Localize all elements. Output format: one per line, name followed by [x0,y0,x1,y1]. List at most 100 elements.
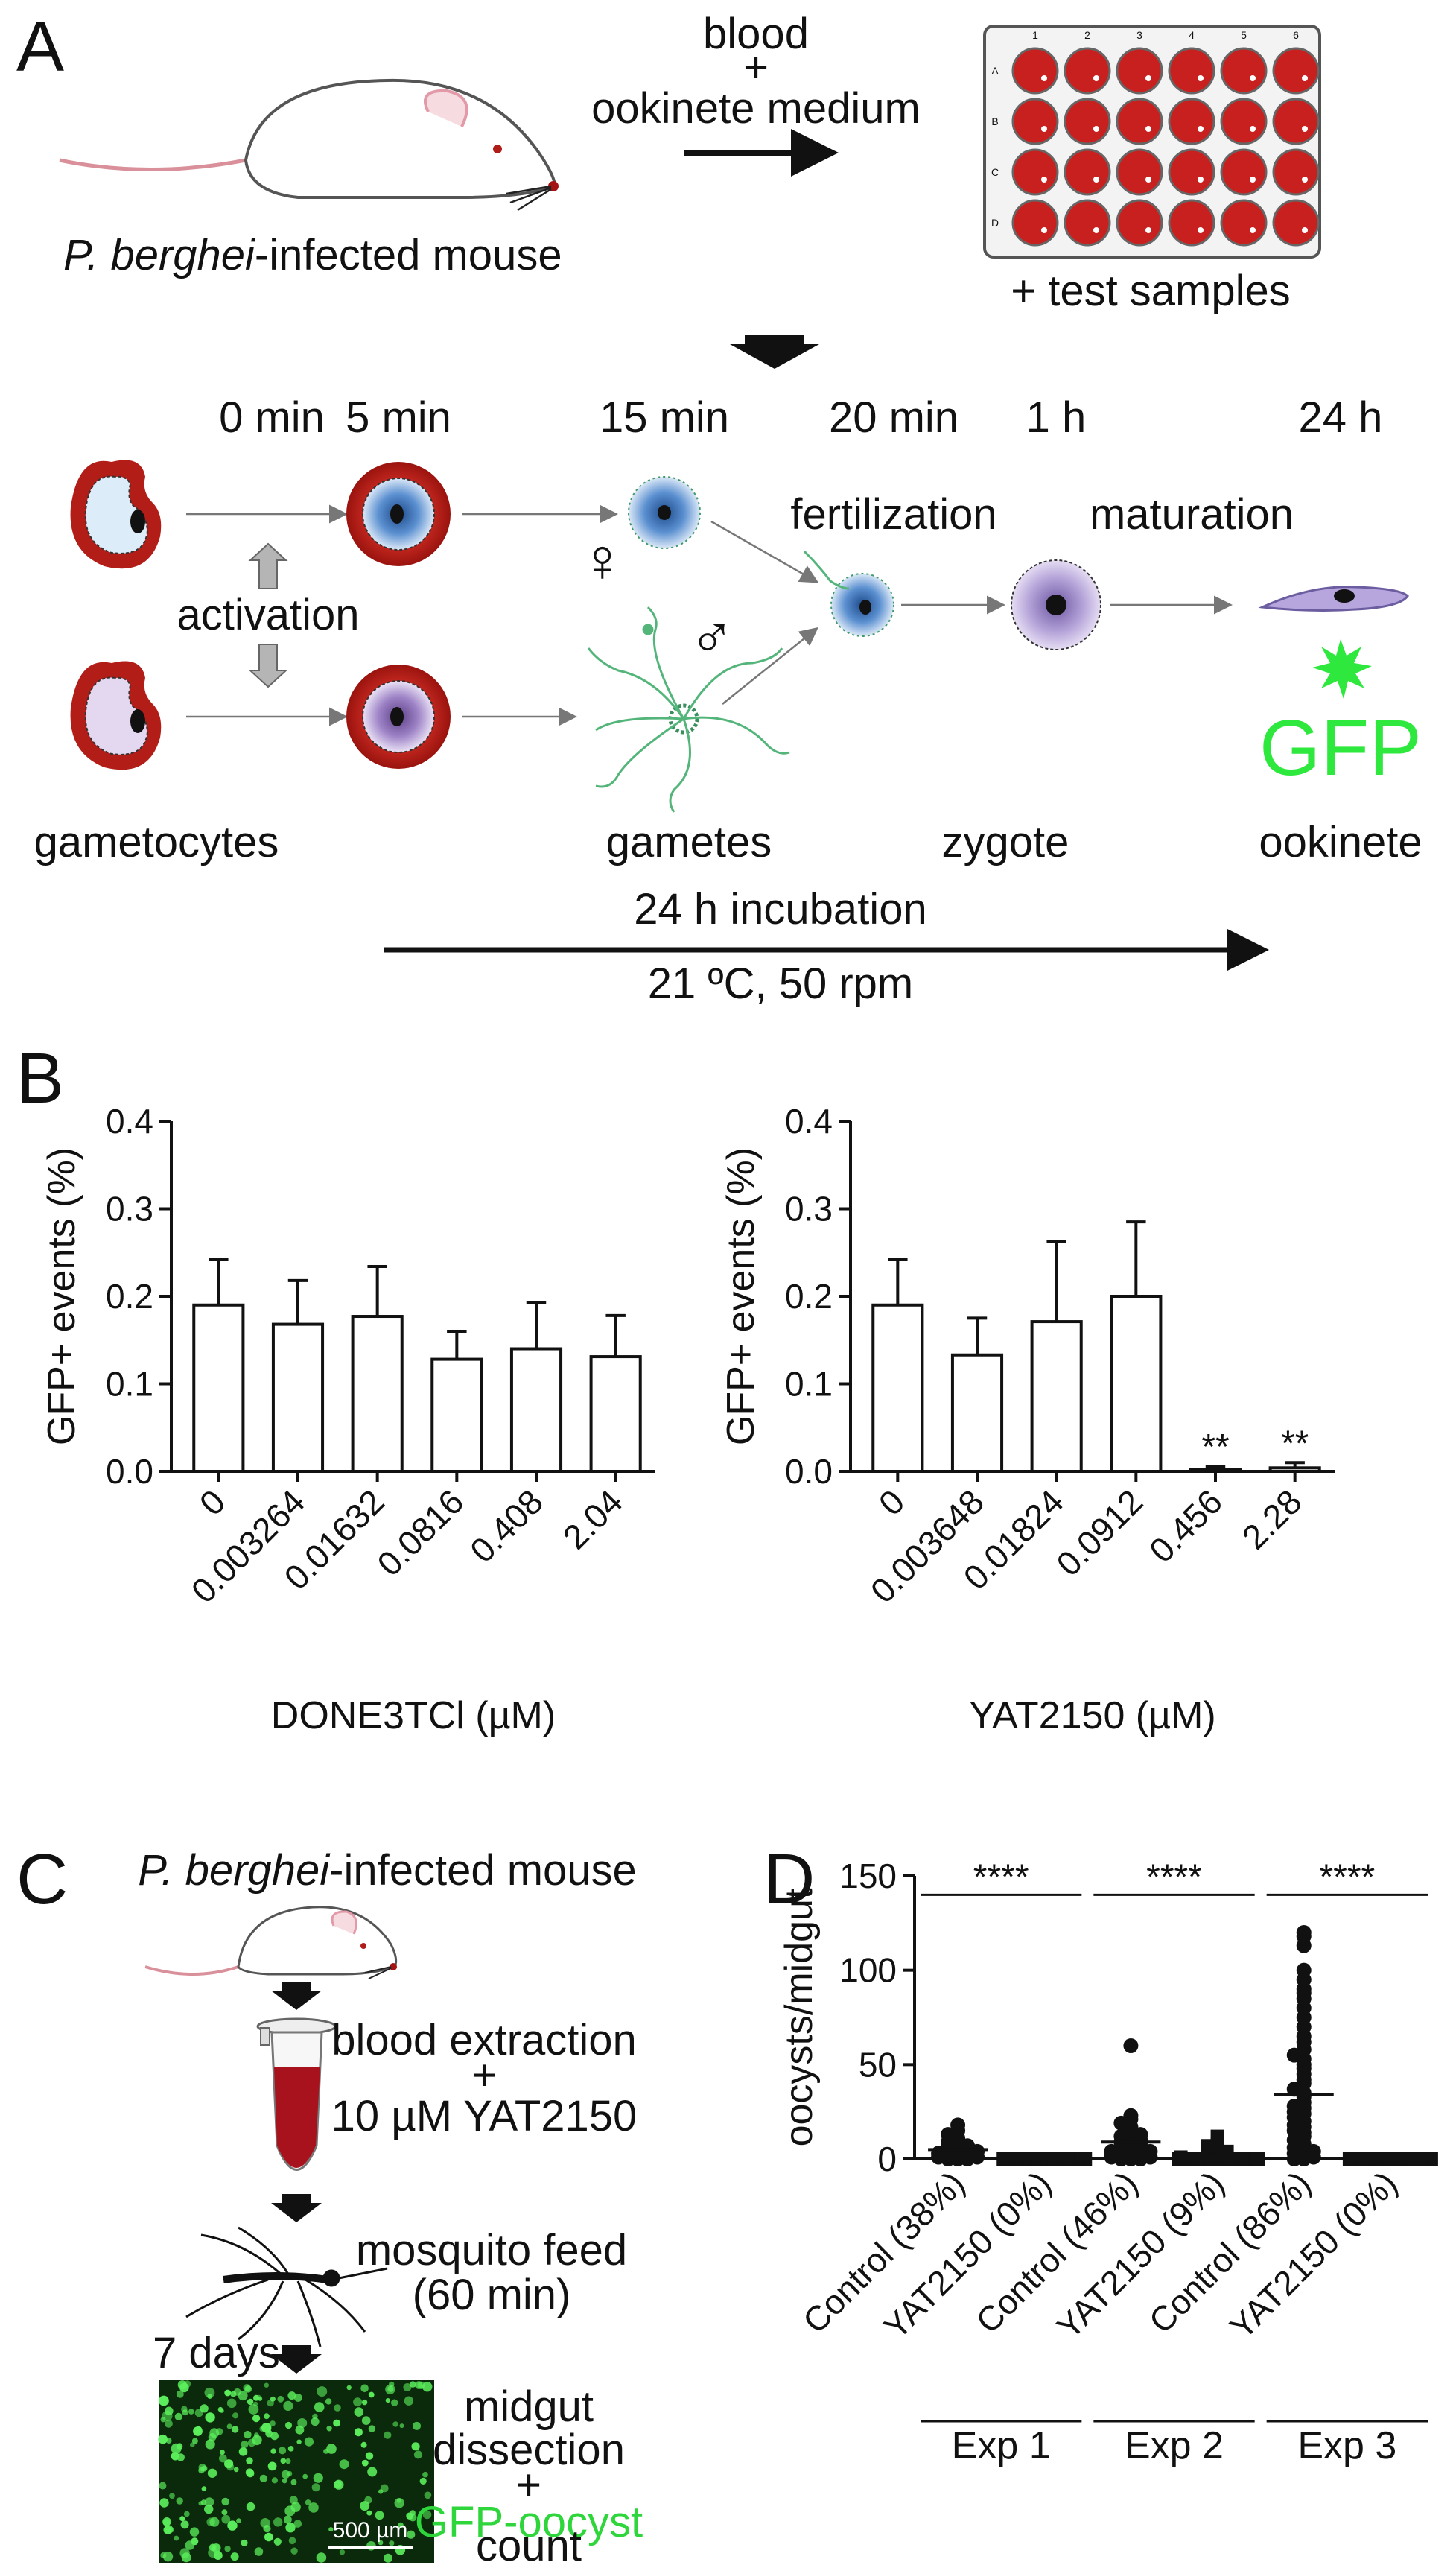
bar [271,1322,325,1473]
oocyst-dot [241,2539,248,2546]
data-point [1123,2108,1139,2123]
oocyst-dot [176,2390,184,2398]
y-tick-label: 50 [859,2045,897,2084]
oocyst-dot [392,2421,398,2427]
oocyst-dot [188,2409,194,2415]
oocyst-dot [205,2412,215,2423]
bar [509,1347,563,1473]
oocyst-dot [244,2430,252,2439]
plate-well [1220,47,1268,95]
y-axis-label: GFP+ events (%) [40,1147,83,1445]
oocyst-dot [316,2552,327,2563]
plate-well [1168,98,1215,145]
oocyst-dot [254,2547,264,2556]
oocyst-dot [407,2530,416,2539]
plate-well [1116,199,1163,247]
oocyst-dot [176,2497,183,2505]
ookinete-label: ookinete [1259,818,1422,866]
oocyst-dot [354,2428,363,2437]
oocyst-dot [361,2399,368,2406]
x-tick-label: 0.408 [462,1482,550,1570]
oocyst-dot [413,2450,422,2459]
time-label: 0 min [219,393,325,442]
oocyst-dot [410,2510,416,2516]
oocyst-dot [293,2520,302,2528]
x-axis-label: YAT2150 (µM) [969,1694,1215,1737]
plate-well-highlight [1041,177,1047,183]
oocyst-dot [158,2434,168,2444]
x-tick-label: 0 [871,1482,912,1523]
oocyst-dot [284,2421,293,2429]
plate-well-highlight [1302,75,1308,81]
gametocyte-female [70,460,162,569]
oocyst-dot [207,2394,213,2400]
plate-well-highlight [1041,75,1047,81]
plate-well [1011,98,1059,145]
y-tick-label: 0.0 [106,1452,153,1491]
oocyst-dot [311,2483,320,2492]
oocyst-dot [241,2440,249,2448]
oocyst-dot [247,2438,256,2447]
bar [430,1357,483,1473]
significance-label: ** [1201,1427,1229,1467]
oocyst-dot [205,2439,215,2450]
plate-well-highlight [1145,75,1151,81]
oocyst-dot [180,2520,189,2529]
oocyst-dot [287,2391,296,2400]
c-down-arrow-2-icon [271,2194,322,2222]
gfp-label: GFP [1259,704,1422,792]
oocyst-dot [394,2498,404,2508]
time-label: 1 h [1026,393,1087,442]
plate-well-highlight [1093,126,1099,132]
significance-label: **** [973,1857,1029,1897]
oocyst-dot [224,2459,234,2469]
data-point [950,2117,966,2133]
x-tick-label: 2.04 [556,1482,630,1556]
plate-well [1011,148,1059,196]
plate-well [1168,148,1215,196]
oocyst-dot [236,2518,241,2523]
oocyst-dot [270,2432,279,2441]
plate-well-highlight [1250,227,1256,233]
oocyst-dot [404,2396,414,2406]
bar [192,1303,245,1473]
activation-label: activation [177,591,359,639]
plate-well [1011,47,1059,95]
oocyst-dot [284,2505,296,2517]
oocyst-dot [253,2401,258,2406]
oocyst-dot [287,2446,294,2452]
bar [1268,1466,1321,1474]
plate-well-highlight [1093,75,1099,81]
data-point [1251,2152,1265,2166]
plate-well-highlight [1145,177,1151,183]
oocyst-dot [189,2527,200,2537]
oocyst-dot [293,2394,302,2402]
oocyst-dot [264,2382,269,2388]
oocyst-dot [198,2501,203,2506]
test-samples-label: + test samples [1011,267,1291,315]
oocyst-dot [204,2504,214,2514]
oocyst-dot [219,2409,224,2413]
oocyst-dot [378,2540,384,2546]
oocyst-dot [403,2383,412,2391]
oocyst-dot [422,2471,428,2478]
count-label: count [476,2522,582,2565]
plate-well-highlight [1145,126,1151,132]
oocyst-dot [165,2419,173,2428]
oocyst-dot [221,2514,231,2524]
x-axis-label: DONE3TCl (µM) [271,1694,556,1737]
oocyst-dot [380,2484,389,2493]
oocyst-dot [339,2459,349,2470]
plate-well-highlight [1302,126,1308,132]
gfp-star-icon [1312,639,1372,699]
plate-well-highlight [1198,177,1204,183]
oocyst-dot [207,2468,217,2478]
oocyst-dot [162,2519,171,2526]
x-tick-label: 0.0816 [369,1482,471,1583]
c-down-arrow-1-icon [271,1982,322,2010]
oocyst-dot [213,2551,223,2561]
oocyst-dot [162,2551,174,2562]
data-point [1296,1962,1312,1978]
oocyst-dot [246,2502,255,2511]
oocyst-dot [290,2547,298,2555]
